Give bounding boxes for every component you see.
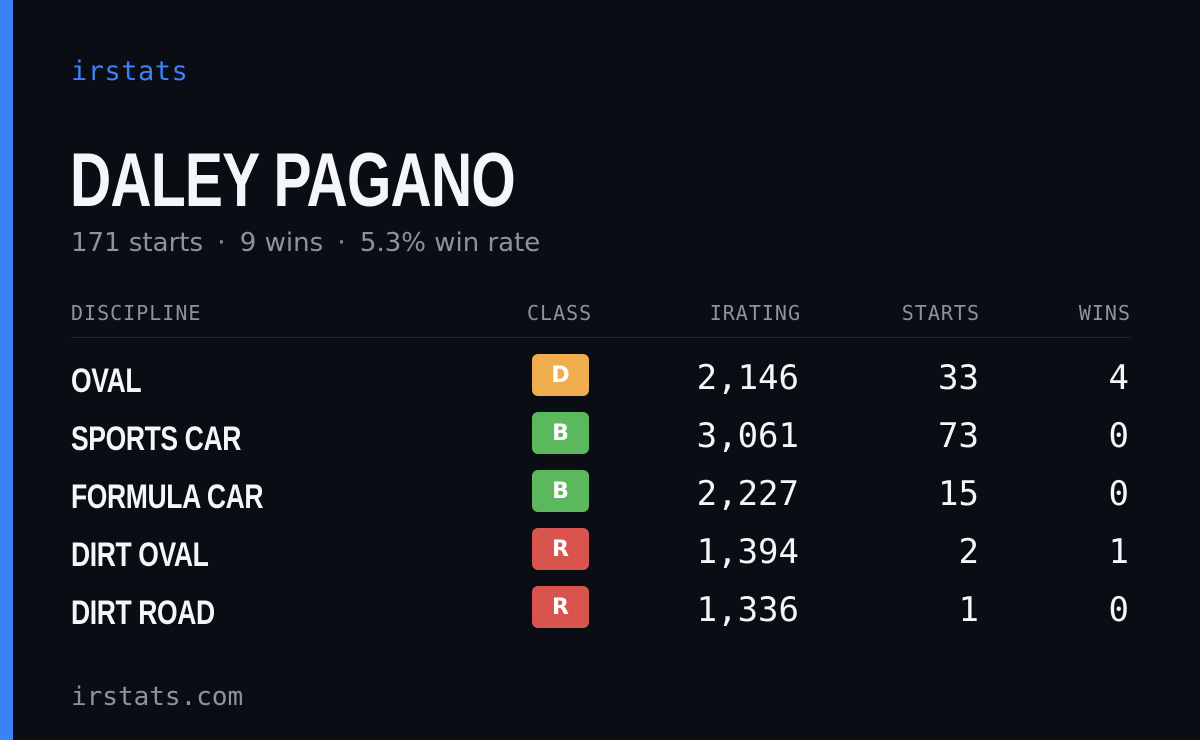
- irating-value: 2,146: [696, 358, 799, 398]
- starts-value: 33: [938, 358, 979, 398]
- irating-value: 1,336: [696, 590, 799, 630]
- driver-name: DALEY PAGANO: [70, 138, 516, 223]
- discipline-name: OVAL: [71, 362, 142, 400]
- table-row: SPORTS CAR B 3,061 73 0: [71, 408, 1131, 466]
- discipline-table: OVAL D 2,146 33 4 SPORTS CAR B 3,061 73 …: [71, 350, 1131, 640]
- table-row: DIRT ROAD R 1,336 1 0: [71, 582, 1131, 640]
- class-badge: B: [532, 470, 589, 512]
- header-wins: WINS: [1078, 301, 1131, 325]
- winrate-summary: 5.3% win rate: [359, 228, 541, 258]
- table-header: DISCIPLINE CLASS IRATING STARTS WINS: [71, 301, 1131, 338]
- accent-bar: [0, 0, 13, 740]
- driver-summary: 171 starts · 9 wins · 5.3% win rate: [71, 228, 540, 258]
- discipline-name: SPORTS CAR: [71, 420, 241, 458]
- wins-value: 0: [1108, 474, 1129, 514]
- wins-value: 4: [1108, 358, 1129, 398]
- wins-value: 1: [1108, 532, 1129, 572]
- discipline-name: FORMULA CAR: [71, 478, 264, 516]
- class-badge: B: [532, 412, 589, 454]
- header-starts: STARTS: [901, 301, 980, 325]
- class-badge: D: [532, 354, 589, 396]
- irating-value: 2,227: [696, 474, 799, 514]
- wins-value: 0: [1108, 590, 1129, 630]
- header-irating: IRATING: [709, 301, 801, 325]
- brand-logo[interactable]: irstats: [71, 56, 189, 87]
- header-class: CLASS: [527, 301, 593, 325]
- discipline-name: DIRT OVAL: [71, 536, 209, 574]
- table-row: FORMULA CAR B 2,227 15 0: [71, 466, 1131, 524]
- separator: ·: [337, 228, 346, 258]
- table-row: OVAL D 2,146 33 4: [71, 350, 1131, 408]
- discipline-name: DIRT ROAD: [71, 594, 215, 632]
- starts-value: 1: [958, 590, 979, 630]
- class-badge: R: [532, 528, 589, 570]
- irating-value: 1,394: [696, 532, 799, 572]
- header-discipline: DISCIPLINE: [71, 301, 202, 325]
- table-row: DIRT OVAL R 1,394 2 1: [71, 524, 1131, 582]
- starts-value: 73: [938, 416, 979, 456]
- separator: ·: [217, 228, 226, 258]
- starts-value: 15: [938, 474, 979, 514]
- irating-value: 3,061: [696, 416, 799, 456]
- starts-value: 2: [958, 532, 979, 572]
- footer-url[interactable]: irstats.com: [71, 682, 244, 712]
- wins-summary: 9 wins: [239, 228, 324, 258]
- class-badge: R: [532, 586, 589, 628]
- starts-summary: 171 starts: [71, 228, 203, 258]
- wins-value: 0: [1108, 416, 1129, 456]
